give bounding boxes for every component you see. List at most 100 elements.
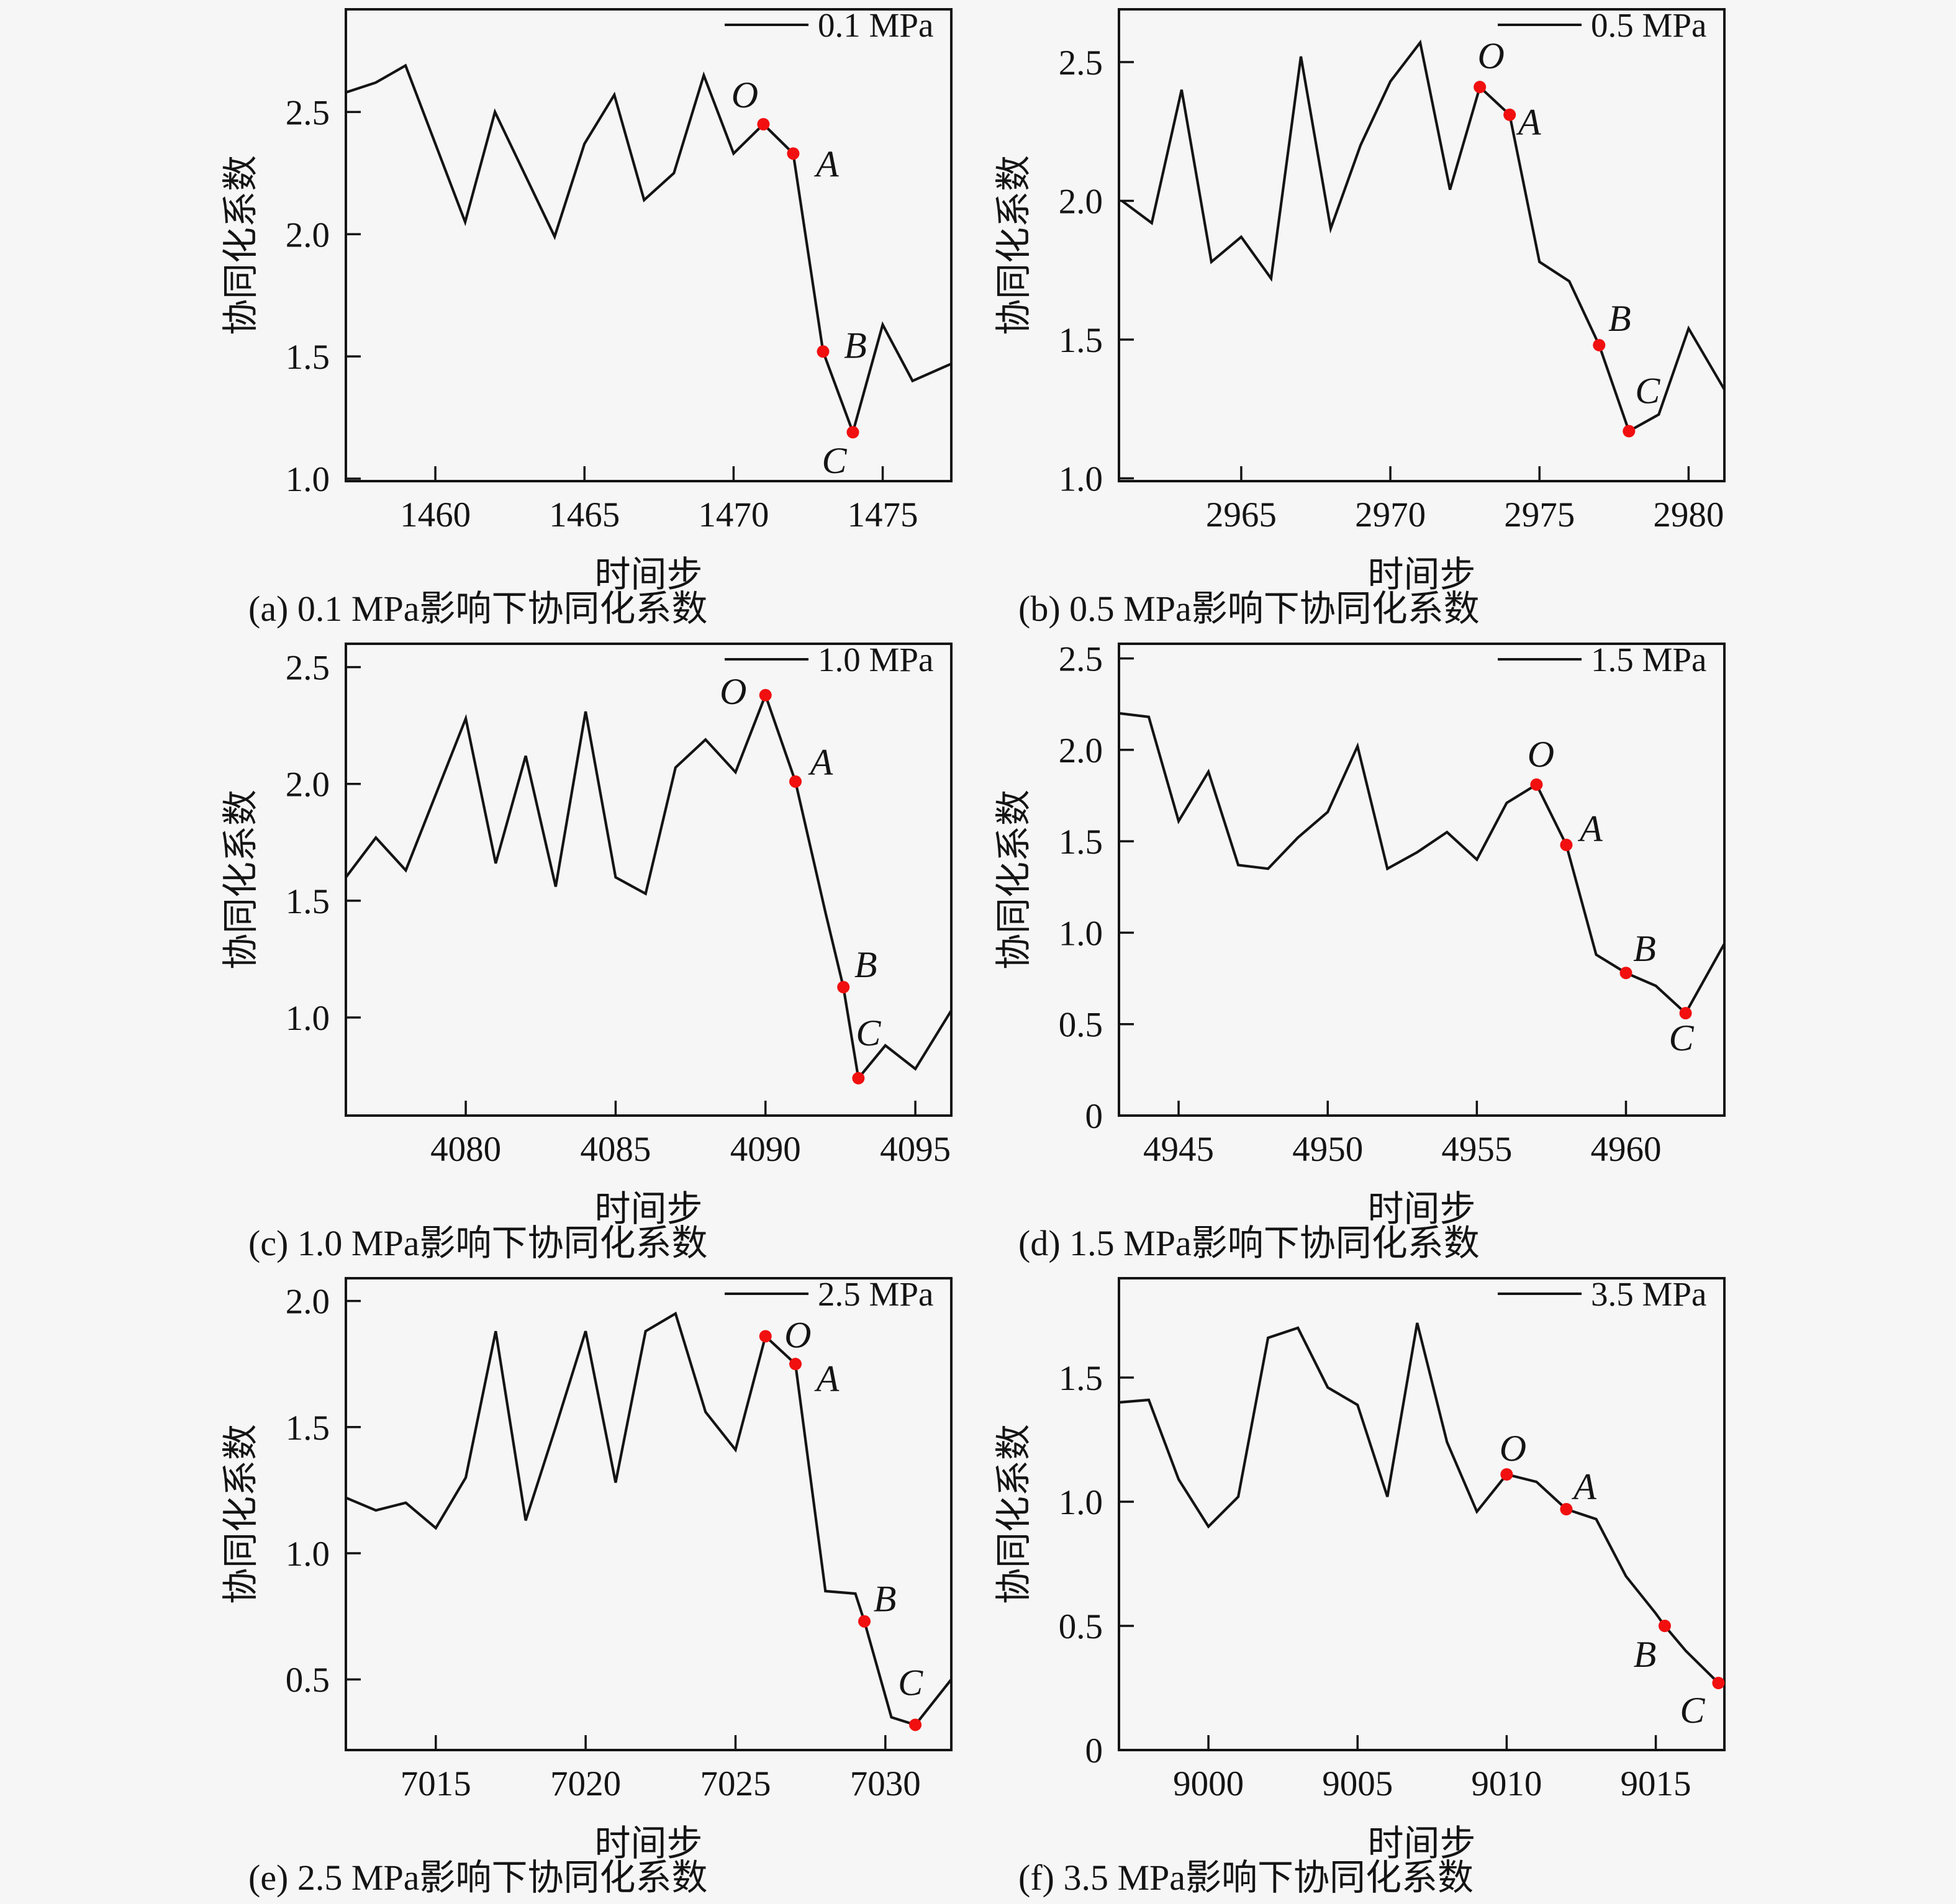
y-tick-label: 0	[1085, 1097, 1103, 1136]
marker-label-B: B	[854, 944, 877, 985]
y-axis-label: 协同化系数	[994, 1424, 1034, 1604]
x-tick-label: 4080	[430, 1130, 501, 1169]
marker-dot-B	[837, 981, 850, 994]
marker-dot-A	[1560, 839, 1573, 852]
marker-label-O: O	[1528, 734, 1554, 775]
y-tick-label: 1.5	[286, 882, 330, 921]
series-line	[345, 1311, 953, 1726]
marker-dot-B	[1619, 967, 1632, 980]
x-tick-label: 2965	[1206, 495, 1277, 535]
y-tick-label: 1.5	[286, 1409, 330, 1448]
marker-dot-C	[1679, 1007, 1692, 1020]
y-tick-label: 2.5	[286, 649, 330, 688]
axis-box	[1118, 8, 1726, 482]
y-tick-label: 1.0	[286, 999, 330, 1038]
y-tick-label: 2.5	[1059, 640, 1103, 679]
x-axis-label: 时间步	[1367, 554, 1475, 595]
marker-dot-C	[909, 1718, 922, 1731]
marker-label-A: A	[814, 1358, 840, 1399]
marker-dot-O	[757, 118, 770, 131]
panel-f: 0 0.5 1.0 1.5 9000 9005 9010 9015 协同化系数 时间步 3.5 MP…	[978, 1269, 1956, 1903]
marker-label-B: B	[874, 1579, 897, 1620]
marker-dot-A	[787, 147, 800, 160]
x-axis-label: 时间步	[594, 554, 702, 595]
marker-label-O: O	[1477, 35, 1504, 76]
panel-d: 0 0.5 1.0 1.5 2.0 2.5 4945 4950 4955 4960 协同化系数 时间步…	[978, 634, 1956, 1269]
x-tick-label: 2970	[1355, 495, 1426, 535]
caption-f: (f) 3.5 MPa影响下协同化系数	[1018, 1857, 1474, 1898]
x-axis-label: 时间步	[594, 1189, 702, 1229]
y-tick-label: 1.0	[286, 1535, 330, 1574]
marker-dot-B	[1593, 338, 1606, 351]
x-tick-label: 7030	[850, 1764, 921, 1803]
y-tick-label: 2.0	[286, 765, 330, 805]
marker-dot-A	[789, 775, 802, 788]
x-axis-label: 时间步	[1367, 1189, 1475, 1229]
marker-dot-O	[1530, 778, 1543, 791]
marker-label-O: O	[1500, 1428, 1526, 1469]
y-tick-label: 1.0	[1059, 914, 1103, 953]
series-line	[1118, 711, 1726, 1016]
x-tick-label: 1475	[848, 495, 918, 535]
y-tick-label: 2.0	[1059, 731, 1103, 770]
marker-dot-B	[1658, 1620, 1671, 1632]
y-axis-label: 协同化系数	[220, 155, 261, 335]
y-tick-label: 2.0	[286, 1283, 330, 1322]
caption-b: (b) 0.5 MPa影响下协同化系数	[1018, 589, 1480, 629]
x-tick-label: 9010	[1471, 1764, 1542, 1803]
panel-e: 0.5 1.0 1.5 2.0 7015 7020 7025 7030 协同化系数 时间步 2.5 …	[0, 1269, 978, 1903]
x-tick-label: 4095	[880, 1130, 951, 1169]
caption-d: (d) 1.5 MPa影响下协同化系数	[1018, 1223, 1480, 1263]
marker-label-O: O	[731, 74, 758, 115]
marker-dot-C	[852, 1072, 865, 1085]
y-axis-label: 协同化系数	[994, 155, 1034, 335]
marker-dot-O	[759, 688, 772, 702]
x-tick-label: 4945	[1143, 1130, 1214, 1169]
x-tick-label: 2980	[1653, 495, 1724, 535]
axis-box	[345, 1277, 953, 1751]
marker-label-O: O	[784, 1314, 811, 1355]
x-tick-label: 2975	[1504, 495, 1575, 535]
y-tick-label: 2.0	[286, 215, 330, 255]
marker-dot-C	[1712, 1677, 1725, 1689]
x-tick-label: 1460	[400, 495, 471, 535]
x-axis-label: 时间步	[1367, 1823, 1475, 1864]
y-tick-label: 0.5	[1059, 1607, 1103, 1646]
series-line	[345, 63, 952, 437]
marker-label-C: C	[1635, 371, 1660, 412]
marker-label-A: A	[1577, 808, 1603, 849]
legend-label: 0.1 MPa	[818, 6, 933, 44]
caption-a: (a) 0.1 MPa影响下协同化系数	[248, 589, 707, 629]
marker-label-A: A	[813, 143, 839, 184]
caption-c: (c) 1.0 MPa影响下协同化系数	[248, 1223, 707, 1263]
x-tick-label: 1470	[698, 495, 769, 535]
marker-dot-A	[789, 1358, 802, 1371]
y-tick-label: 1.5	[1059, 823, 1103, 862]
x-tick-label: 4950	[1292, 1130, 1363, 1169]
legend-label: 0.5 MPa	[1591, 6, 1706, 44]
y-tick-label: 0	[1085, 1731, 1103, 1771]
x-tick-label: 7025	[700, 1764, 771, 1803]
y-tick-label: 1.0	[1059, 460, 1103, 499]
y-tick-label: 2.0	[1059, 182, 1103, 221]
y-tick-label: 1.0	[286, 460, 330, 499]
series-line	[345, 691, 953, 1081]
marker-dot-O	[1474, 81, 1487, 94]
marker-label-C: C	[822, 440, 847, 481]
axis-box	[345, 643, 953, 1117]
marker-label-A: A	[1516, 102, 1541, 143]
caption-d-canvas: 0 0.5 1.0 1.5 2.0 2.5 4945 4950 4955 4960 协同化系数时间步…	[994, 640, 1726, 1263]
legend-label: 1.5 MPa	[1591, 641, 1706, 679]
y-tick-label: 1.5	[1059, 321, 1103, 360]
panel-b: 1.0 1.5 2.0 2.5 2965 2970 2975 2980 协同化系数 时间步 0.5 …	[978, 0, 1956, 634]
legend-label: 2.5 MPa	[818, 1275, 933, 1313]
series-line	[1118, 1322, 1719, 1684]
